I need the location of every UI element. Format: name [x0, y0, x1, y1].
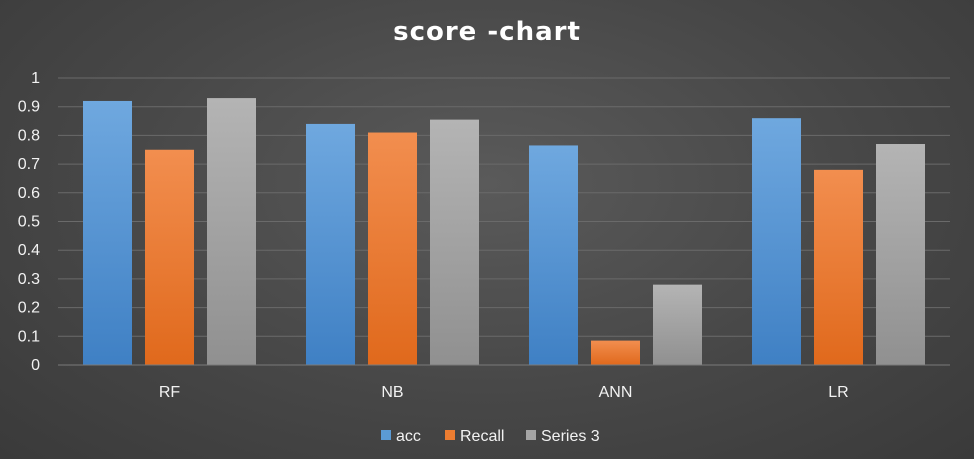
y-tick-label: 0.9 — [18, 99, 40, 116]
legend-item-acc[interactable]: acc — [381, 428, 421, 445]
x-tick-label: RF — [159, 384, 181, 401]
y-tick-label: 1 — [31, 70, 40, 87]
x-tick-label: NB — [381, 384, 403, 401]
y-tick-label: 0.2 — [18, 300, 40, 317]
x-axis: RF NB ANN LR — [58, 364, 950, 401]
bar-acc-ann — [529, 145, 578, 365]
y-tick-label: 0.6 — [18, 185, 40, 202]
y-tick-label: 0.5 — [18, 214, 40, 231]
bar-recall-rf — [145, 149, 194, 365]
legend-label: Series 3 — [541, 428, 600, 445]
bar-series-3-rf — [207, 98, 256, 365]
gridlines — [58, 77, 950, 366]
bar-series-3-lr — [876, 144, 925, 365]
bar-acc-lr — [752, 118, 801, 366]
legend-item-series-3[interactable]: Series 3 — [526, 428, 600, 445]
bar-series-3-ann — [653, 284, 702, 365]
y-tick-label: 0.7 — [18, 156, 40, 173]
y-tick-label: 0.3 — [18, 271, 40, 288]
y-tick-label: 0.1 — [18, 328, 40, 345]
bar-series-3-nb — [430, 119, 479, 366]
legend-swatch — [445, 430, 455, 440]
bar-acc-rf — [83, 100, 132, 366]
y-tick-label: 0.8 — [18, 127, 40, 144]
y-tick-label: 0.4 — [18, 242, 40, 259]
x-tick-label: ANN — [599, 384, 633, 401]
legend-label: Recall — [460, 428, 504, 445]
y-tick-label: 0 — [31, 357, 40, 374]
bar-recall-lr — [814, 169, 863, 365]
legend-item-recall[interactable]: Recall — [445, 428, 504, 445]
legend-swatch — [526, 430, 536, 440]
chart-title: score -chart — [393, 17, 581, 47]
legend-swatch — [381, 430, 391, 440]
x-tick-label: LR — [828, 384, 848, 401]
bar-recall-nb — [368, 132, 417, 365]
bars — [83, 98, 925, 366]
bar-recall-ann — [591, 340, 640, 365]
bar-acc-nb — [306, 123, 355, 365]
y-axis: 0 0.1 0.2 0.3 0.4 0.5 0.6 0.7 0.8 0.9 1 — [18, 70, 40, 374]
legend-label: acc — [396, 428, 421, 445]
legend[interactable]: acc Recall Series 3 — [381, 428, 600, 445]
